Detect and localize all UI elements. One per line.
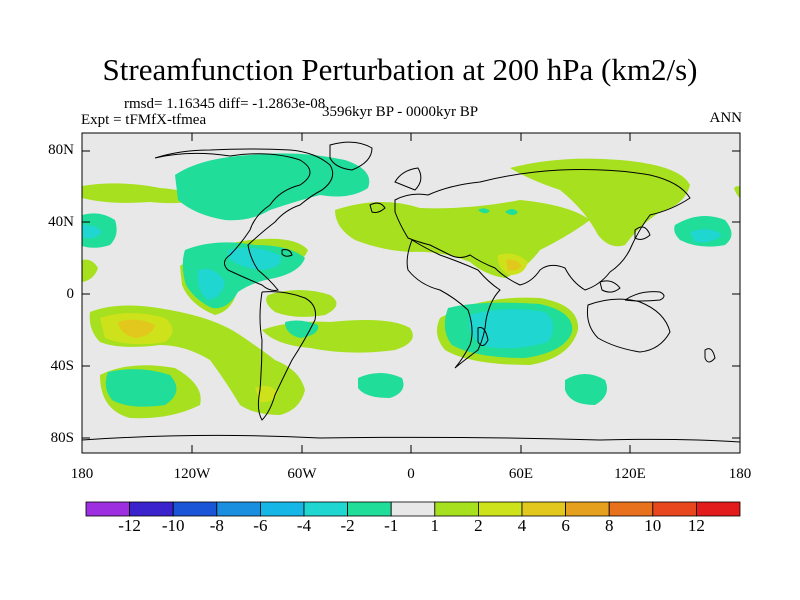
colorbar-swatch	[477, 501, 523, 517]
colorbar-swatch	[565, 501, 610, 517]
period-label: 3596kyr BP - 0000kyr BP	[321, 104, 479, 120]
colorbar-label: 2	[474, 516, 483, 535]
colorbar-label: -6	[253, 516, 268, 535]
colorbar-label: 12	[687, 516, 705, 535]
x-tick-label: 180	[70, 466, 94, 482]
y-tick-label: 40N	[48, 214, 74, 230]
x-tick-label: 60E	[508, 466, 534, 482]
positive-strong-core	[118, 259, 522, 338]
map-title: Streamfunction Perturbation at 200 hPa (…	[102, 52, 698, 87]
colorbar	[85, 501, 741, 517]
coastlines	[82, 141, 740, 443]
y-tick-label: 40S	[50, 358, 74, 374]
colorbar-swatch	[652, 501, 697, 517]
colorbar-swatch	[85, 501, 130, 517]
colorbar-label: -2	[340, 516, 355, 535]
colorbar-swatch	[390, 501, 436, 517]
y-tick-label: 0	[66, 286, 75, 302]
stats-label: rmsd= 1.16345 diff= -1.2863e-08	[124, 96, 326, 112]
experiment-label: Expt = tFMfX-tfmea	[81, 112, 207, 128]
colorbar-label: -10	[161, 516, 185, 535]
colorbar-swatch	[347, 501, 392, 517]
colorbar-swatch	[172, 501, 218, 517]
colorbar-label: 4	[517, 516, 527, 535]
colorbar-label: -1	[384, 516, 399, 535]
x-tick-label: 120W	[173, 466, 211, 482]
colorbar-swatch	[696, 501, 741, 517]
x-tick-label: 180	[728, 466, 752, 482]
colorbar-swatch	[434, 501, 479, 517]
medium-negative-regions	[82, 224, 722, 349]
colorbar-label: 1	[430, 516, 440, 535]
y-tick-label: 80S	[50, 430, 74, 446]
x-tick-label: 120E	[614, 466, 646, 482]
season-label: ANN	[709, 110, 743, 126]
colorbar-label: 8	[604, 516, 614, 535]
colorbar-label: 6	[561, 516, 570, 535]
colorbar-label: -4	[296, 516, 312, 535]
y-tick-label: 80N	[48, 142, 74, 158]
colorbar-swatch	[608, 501, 654, 517]
colorbar-swatch	[129, 501, 174, 517]
colorbar-swatch	[521, 501, 566, 517]
colorbar-label: -8	[209, 516, 224, 535]
colorbar-label: -12	[118, 516, 141, 535]
colorbar-swatch	[259, 501, 305, 517]
axis-ticks	[82, 133, 740, 453]
x-tick-label: 60W	[287, 466, 317, 482]
colorbar-swatch	[303, 501, 348, 517]
colorbar-label: 10	[644, 516, 662, 535]
colorbar-swatch	[216, 501, 261, 517]
x-tick-label: 0	[407, 466, 415, 482]
